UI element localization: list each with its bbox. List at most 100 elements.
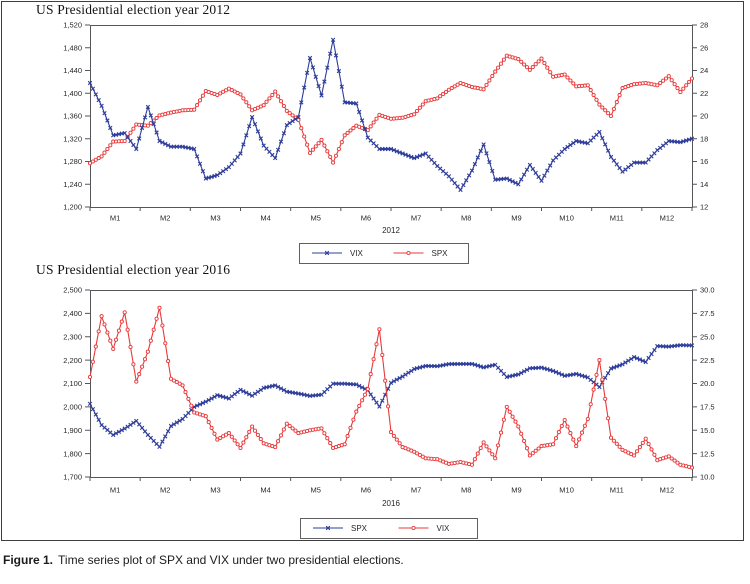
marker-x [631, 354, 637, 360]
marker-x [93, 92, 98, 97]
marker-x [377, 404, 382, 409]
marker-x [394, 377, 399, 382]
marker-o [652, 452, 657, 457]
legend-item-vix: VIX [312, 249, 364, 258]
marker-x [603, 142, 608, 147]
marker-o [386, 404, 391, 409]
marker-o [212, 431, 217, 436]
marker-x [163, 434, 168, 439]
marker-x [192, 146, 197, 152]
marker-x [255, 129, 261, 134]
marker-o [600, 377, 605, 382]
marker-o [197, 98, 203, 103]
marker-o [548, 70, 553, 75]
marker-x [637, 357, 643, 362]
marker-o [281, 103, 286, 109]
marker-x [177, 418, 182, 423]
marker-o [247, 429, 252, 434]
marker-o [145, 123, 150, 128]
marker-x [548, 367, 553, 373]
marker-x [252, 391, 258, 396]
legend-label: SPX [351, 524, 368, 533]
marker-o [394, 437, 399, 442]
figure-caption: Figure 1. Time series plot of SPX and VIX… [3, 553, 404, 567]
marker-x [302, 85, 307, 90]
marker-o [276, 439, 281, 444]
marker-o [397, 441, 402, 446]
marker-o [649, 447, 654, 452]
marker-x [151, 121, 156, 127]
month-label: M4 [260, 214, 270, 223]
marker-x [521, 172, 527, 177]
marker-o [524, 446, 530, 451]
marker-o [374, 342, 379, 347]
marker-x [125, 134, 130, 140]
marker-o [336, 146, 341, 152]
marker-o [487, 78, 492, 83]
marker-o [414, 108, 420, 114]
marker-o [675, 460, 680, 465]
marker-x [194, 154, 200, 159]
marker-o [218, 435, 223, 441]
marker-x [614, 162, 619, 167]
marker-o [258, 437, 263, 442]
marker-o [438, 94, 443, 99]
y-left-tick-label: 1,800 [63, 449, 82, 458]
y-right-tick-label: 22.5 [700, 356, 715, 365]
marker-o [556, 430, 561, 435]
figure-caption-text: Time series plot of SPX and VIX under tw… [58, 553, 404, 567]
marker-x [455, 184, 460, 189]
month-label: M7 [411, 214, 421, 223]
marker-o [562, 72, 567, 77]
marker-x [536, 174, 541, 180]
legend-box [299, 243, 469, 264]
marker-o [331, 160, 336, 165]
marker-x [122, 426, 127, 431]
marker-x [284, 122, 289, 128]
marker-o [189, 403, 194, 408]
marker-o [634, 449, 640, 454]
y-right-tick-label: 25.0 [700, 332, 715, 341]
marker-x [458, 187, 463, 193]
marker-x [426, 154, 431, 159]
marker-o [568, 78, 573, 83]
marker-x [472, 161, 478, 167]
marker-o [371, 357, 376, 362]
marker-x [244, 390, 249, 395]
marker-o [209, 425, 214, 430]
marker-o [322, 143, 327, 148]
marker-x [414, 154, 420, 160]
y-right-tick-label: 16 [700, 157, 708, 166]
marker-x [206, 397, 211, 403]
marker-o [577, 437, 582, 442]
marker-x [524, 367, 530, 372]
marker-x [400, 374, 405, 379]
marker-x [165, 143, 171, 148]
marker-o [154, 316, 159, 321]
marker-x [481, 142, 486, 147]
marker-o [163, 341, 168, 346]
marker-x [397, 150, 402, 155]
marker-x [96, 417, 101, 422]
marker-o [305, 142, 310, 147]
marker-o [93, 157, 98, 162]
y-right-tick-label: 14 [700, 180, 708, 189]
marker-x [545, 367, 550, 372]
month-label: M4 [260, 486, 270, 495]
legend-label: VIX [437, 524, 451, 533]
marker-o [498, 61, 504, 66]
marker-o [142, 357, 148, 362]
marker-o [530, 451, 535, 456]
marker-x [380, 398, 385, 403]
marker-o [666, 454, 671, 459]
y-left-tick-label: 1,440 [63, 66, 82, 75]
marker-o [128, 130, 133, 135]
marker-x [310, 65, 316, 70]
series-vix-2012 [87, 37, 695, 193]
marker-x [203, 176, 208, 181]
marker-o [171, 378, 176, 383]
marker-o [244, 435, 249, 440]
marker-x [597, 384, 602, 390]
marker-o [307, 150, 313, 156]
marker-o [585, 83, 590, 88]
